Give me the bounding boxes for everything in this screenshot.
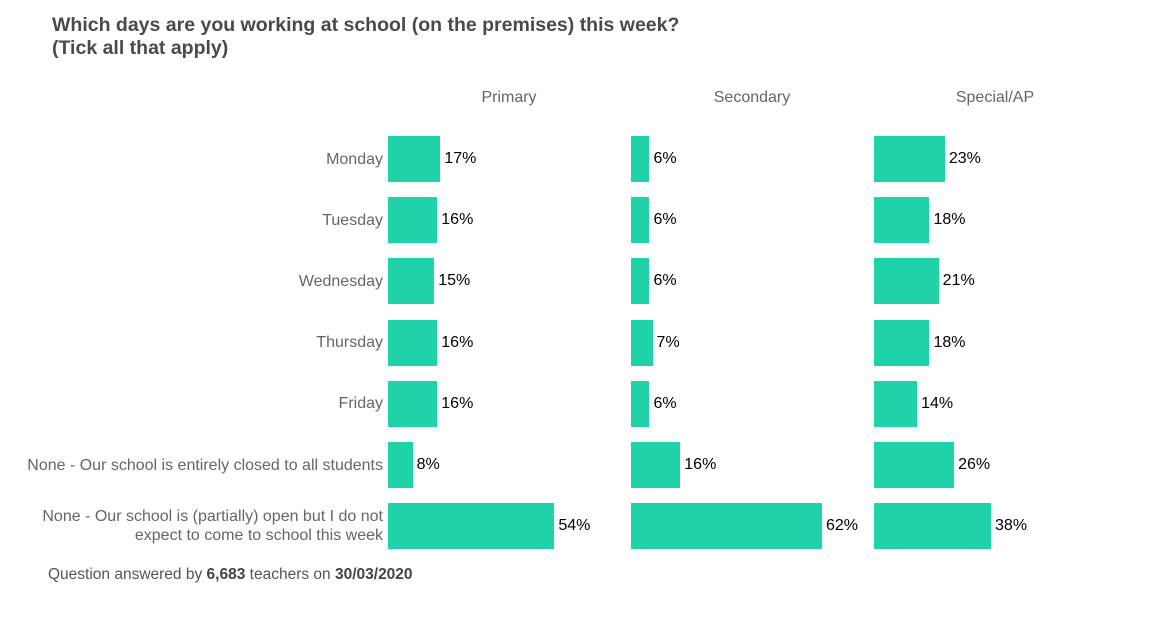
value-label-0-1: 16% bbox=[441, 211, 474, 229]
bar-2-2 bbox=[874, 258, 939, 305]
value-label-2-1: 18% bbox=[933, 211, 966, 229]
footnote-count: 6,683 bbox=[206, 566, 246, 583]
value-label-2-3: 18% bbox=[933, 333, 966, 351]
value-label-2-0: 23% bbox=[948, 150, 981, 167]
footnote-prefix: Question answered by bbox=[48, 566, 203, 583]
category-label-3: Thursday bbox=[316, 334, 383, 352]
bar-2-5 bbox=[874, 442, 955, 488]
value-label-1-4: 6% bbox=[653, 394, 677, 412]
bar-2-1 bbox=[874, 197, 930, 244]
value-label-0-6: 54% bbox=[558, 517, 591, 535]
panel-header-0: Primary bbox=[481, 89, 537, 106]
value-label-0-2: 15% bbox=[438, 272, 471, 290]
value-label-1-2: 6% bbox=[653, 272, 677, 290]
footnote-date: 30/03/2020 bbox=[334, 566, 413, 583]
bar-2-3 bbox=[874, 319, 930, 366]
category-label-1: Tuesday bbox=[322, 211, 383, 229]
chart-title-line-2: (Tick all that apply) bbox=[52, 37, 229, 59]
bar-1-5 bbox=[631, 442, 681, 488]
category-label-0: Monday bbox=[326, 150, 383, 168]
bar-1-4 bbox=[631, 380, 650, 427]
value-label-2-2: 21% bbox=[942, 272, 975, 290]
chart-footnote: Question answered by 6,683 teachers on 3… bbox=[48, 566, 413, 584]
bar-0-3 bbox=[388, 319, 438, 366]
category-label-6: None - Our school is (partially) open bu… bbox=[42, 508, 383, 545]
bar-2-6 bbox=[874, 503, 992, 550]
bar-1-2 bbox=[631, 258, 650, 305]
value-label-1-0: 6% bbox=[653, 150, 677, 167]
category-label-5: None - Our school is entirely closed to … bbox=[27, 456, 383, 474]
value-label-0-4: 16% bbox=[441, 394, 474, 412]
value-label-0-5: 8% bbox=[416, 456, 440, 473]
value-label-0-0: 17% bbox=[444, 150, 477, 167]
panel-header-1: Secondary bbox=[713, 89, 791, 106]
footnote-middle: teachers on bbox=[249, 566, 331, 583]
value-label-1-6: 62% bbox=[825, 517, 858, 535]
bar-0-6 bbox=[388, 503, 555, 550]
bar-0-5 bbox=[388, 442, 413, 488]
chart-title-line-1: Which days are you working at school (on… bbox=[52, 14, 680, 36]
bar-1-1 bbox=[631, 197, 650, 244]
value-label-2-5: 26% bbox=[958, 456, 991, 473]
bar-0-1 bbox=[388, 197, 438, 244]
bar-0-0 bbox=[388, 136, 441, 182]
bar-0-2 bbox=[388, 258, 435, 305]
value-label-2-6: 38% bbox=[995, 517, 1028, 535]
bar-1-0 bbox=[631, 136, 650, 182]
bar-1-3 bbox=[631, 319, 653, 366]
value-label-1-5: 16% bbox=[684, 456, 717, 473]
bar-2-4 bbox=[874, 380, 918, 427]
category-label-2: Wednesday bbox=[298, 272, 383, 290]
value-label-1-3: 7% bbox=[656, 333, 680, 351]
bar-0-4 bbox=[388, 380, 438, 427]
value-label-1-1: 6% bbox=[653, 211, 677, 229]
bar-2-0 bbox=[874, 136, 945, 182]
value-label-0-3: 16% bbox=[441, 333, 474, 351]
value-label-2-4: 14% bbox=[921, 394, 954, 412]
chart-title: Which days are you working at school (on… bbox=[52, 14, 679, 60]
panel-header-2: Special/AP bbox=[955, 89, 1035, 106]
category-label-4: Friday bbox=[338, 395, 383, 413]
bar-1-6 bbox=[631, 503, 822, 550]
